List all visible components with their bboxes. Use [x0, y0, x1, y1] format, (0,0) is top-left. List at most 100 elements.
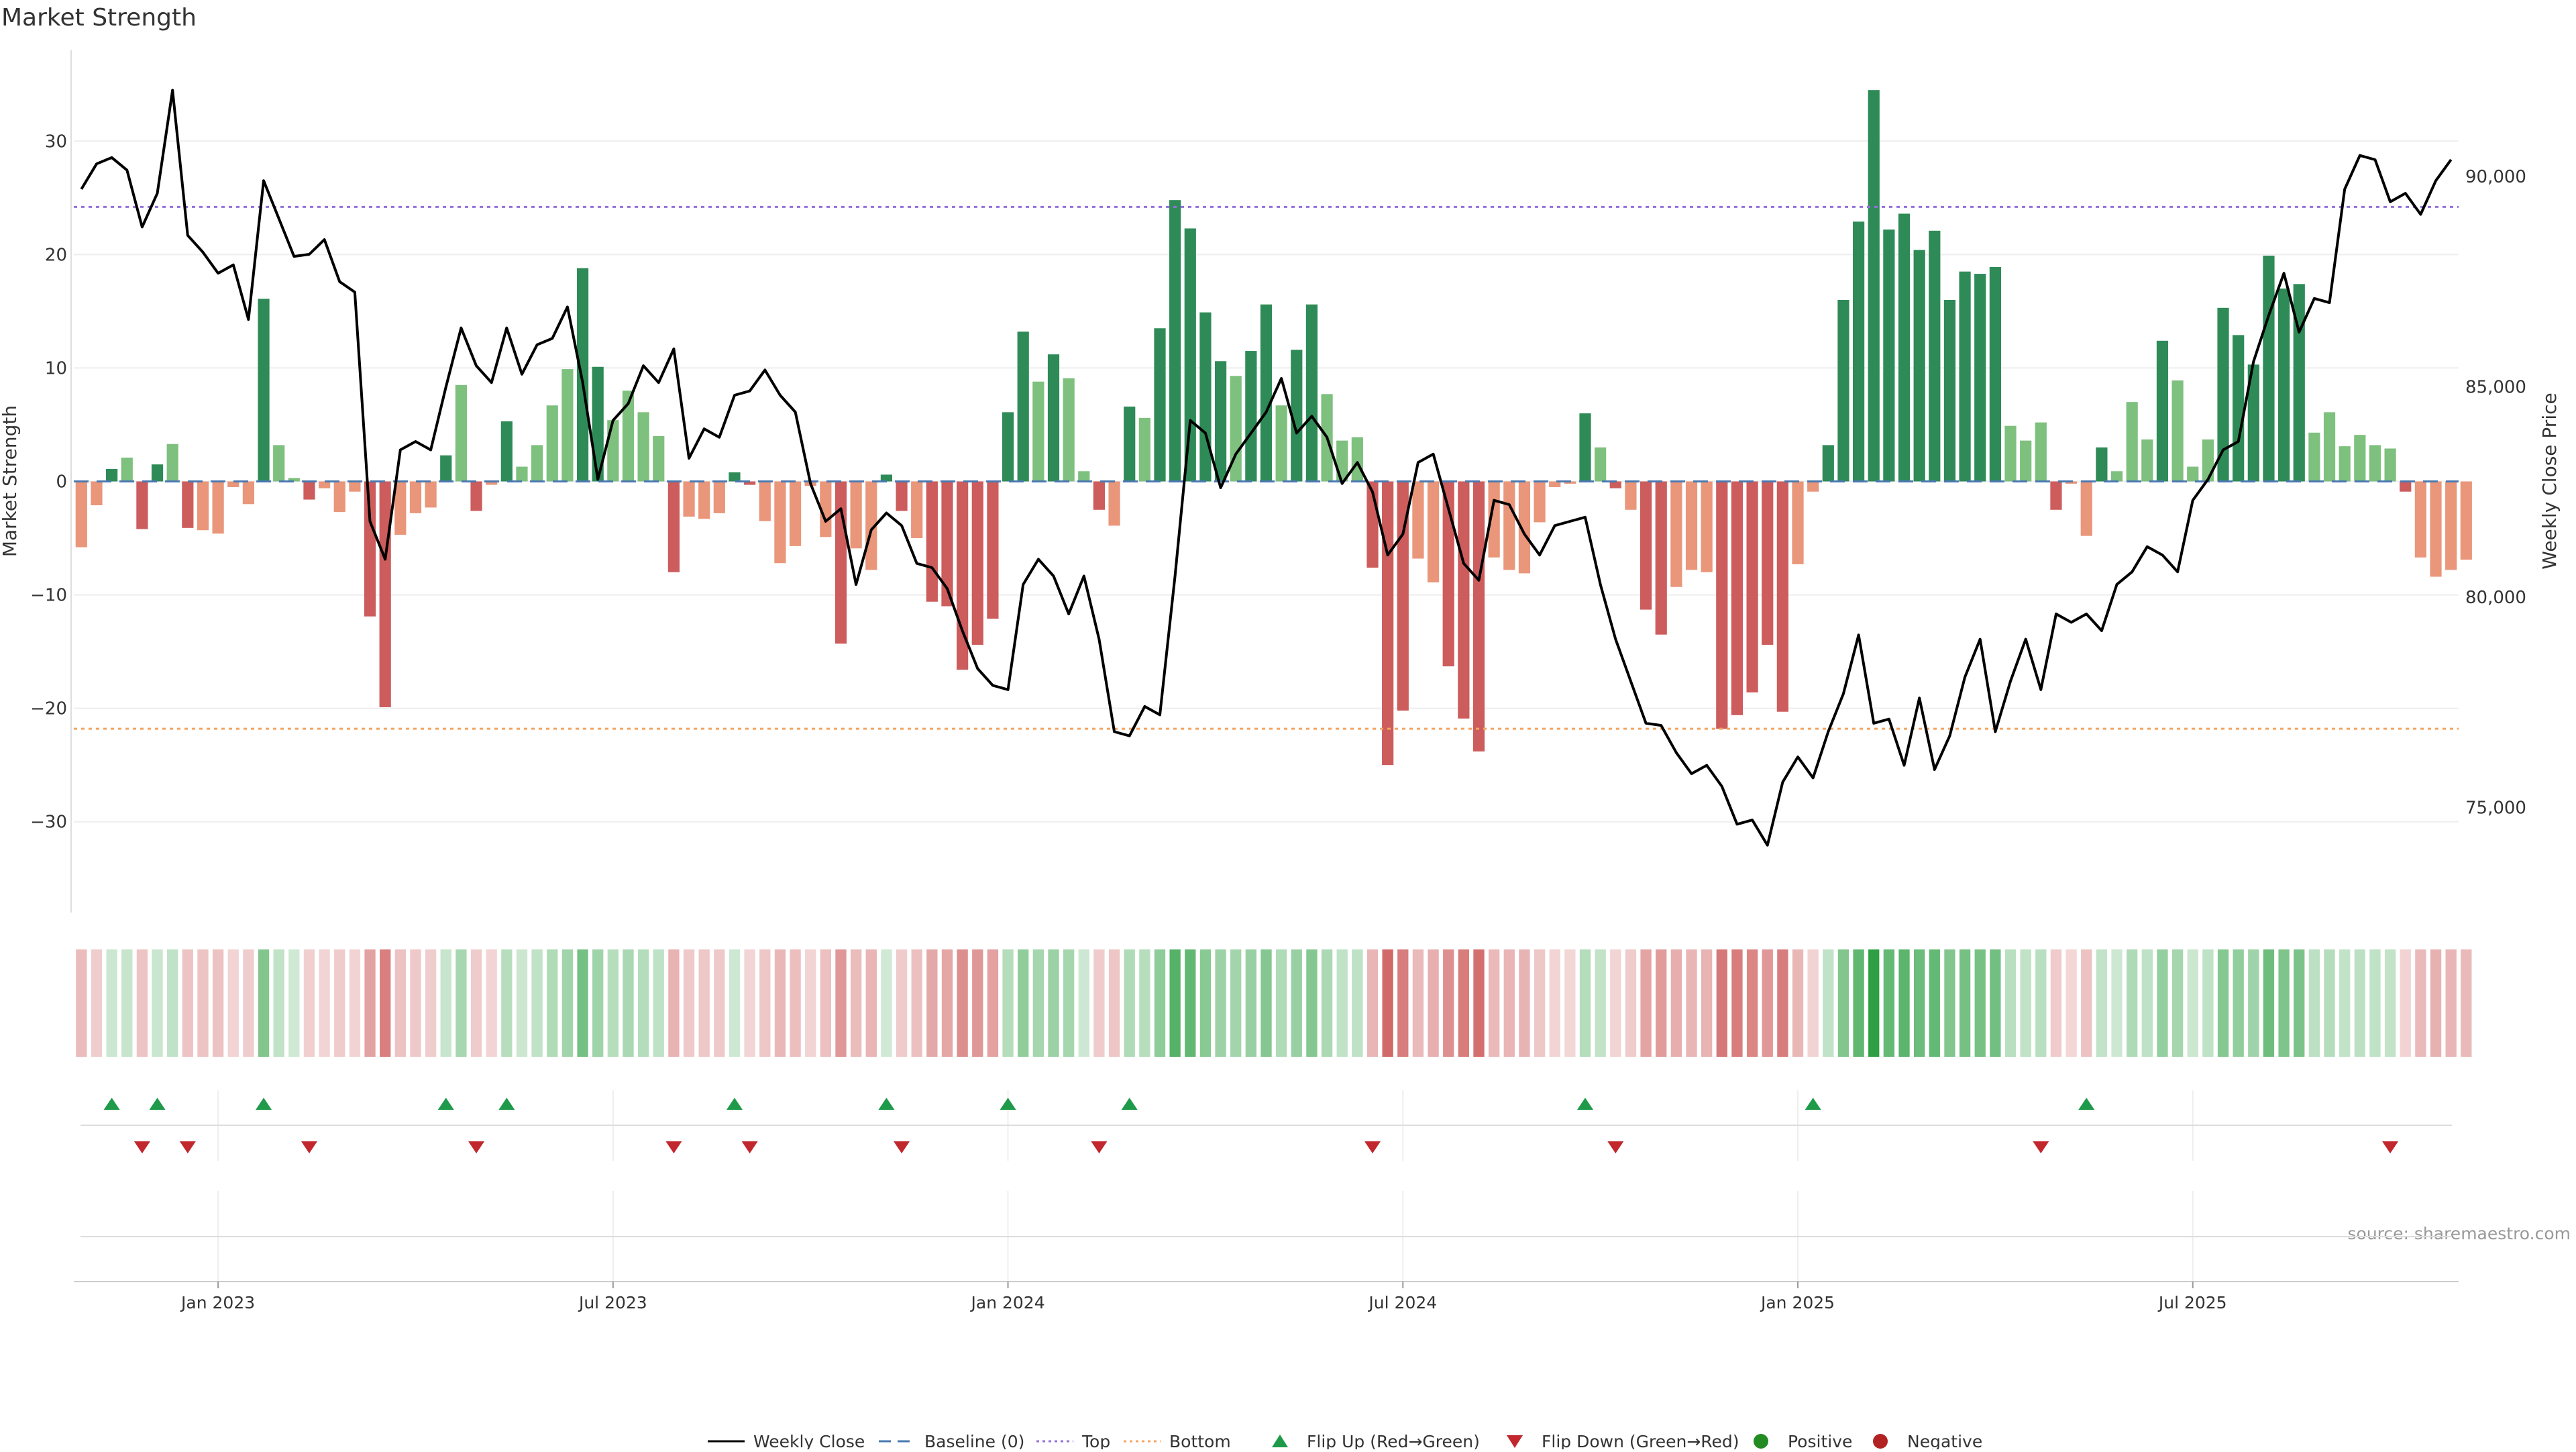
heat-cell	[1974, 949, 1986, 1057]
right-axis-label: Weekly Close Price	[2538, 393, 2561, 569]
strength-bar	[1731, 481, 1743, 715]
heat-cell	[1458, 949, 1470, 1057]
left-tick-label: −20	[30, 699, 67, 719]
heat-cell	[607, 949, 619, 1057]
strength-bar	[1245, 351, 1257, 482]
strength-bar	[1625, 481, 1637, 510]
strength-bar	[1807, 481, 1819, 492]
heat-cell	[1428, 949, 1439, 1057]
strength-bar	[1792, 481, 1804, 564]
heat-cell	[1245, 949, 1257, 1057]
strength-bar	[1124, 406, 1136, 482]
x-tick-label: Jul 2025	[2157, 1293, 2227, 1312]
heat-cell	[759, 949, 771, 1057]
heat-cell	[486, 949, 497, 1057]
heat-cell	[1914, 949, 1925, 1057]
strength-bar	[1427, 481, 1440, 582]
strength-bar	[2400, 481, 2412, 492]
strength-bar	[653, 435, 665, 482]
heat-cell	[182, 949, 193, 1057]
heat-cell	[1199, 949, 1212, 1057]
strength-bar	[2233, 335, 2245, 482]
strength-bar	[364, 481, 376, 617]
strength-bar	[1609, 481, 1621, 488]
heat-cell	[1306, 949, 1318, 1057]
legend-marker-flip-down	[1507, 1435, 1523, 1448]
heat-cell	[288, 949, 300, 1057]
strength-bar	[1032, 381, 1044, 482]
heat-cell	[394, 949, 406, 1057]
heat-cell	[2430, 949, 2442, 1057]
flip-up-marker	[103, 1098, 120, 1110]
strength-bar	[409, 481, 422, 513]
strength-bar	[333, 481, 345, 513]
strength-bar	[774, 481, 786, 564]
heat-cell	[334, 949, 345, 1057]
heat-cell	[2065, 949, 2077, 1057]
flip-down-marker	[1091, 1141, 1108, 1153]
heat-cell	[364, 949, 376, 1057]
heat-cell	[561, 949, 574, 1057]
strength-bar	[850, 481, 862, 549]
strength-bar	[1154, 328, 1166, 482]
heat-cell	[91, 949, 103, 1057]
heat-cell	[2171, 949, 2184, 1057]
heat-cell	[501, 949, 513, 1057]
strength-bar	[2187, 466, 2199, 482]
strength-bar	[455, 384, 468, 482]
strength-bar	[1078, 471, 1090, 482]
heat-cell	[1534, 949, 1546, 1057]
strength-bar	[1595, 447, 1607, 482]
heat-cell	[577, 949, 588, 1057]
heat-cell	[1154, 949, 1166, 1057]
heat-cell	[850, 949, 862, 1057]
strength-bar	[258, 299, 270, 482]
flip-up-marker	[437, 1098, 454, 1110]
heat-cell	[470, 949, 482, 1057]
heat-cell	[1640, 949, 1652, 1057]
strength-bar	[1959, 271, 1971, 482]
strength-bar	[379, 481, 391, 707]
heat-cell	[623, 949, 634, 1057]
strength-bar	[2430, 481, 2442, 577]
strength-bar	[182, 481, 194, 528]
legend-marker-positive	[1754, 1434, 1768, 1449]
heat-cell	[637, 949, 649, 1057]
strength-bar	[470, 481, 482, 511]
heat-cell	[425, 949, 437, 1057]
heat-cell	[273, 949, 284, 1057]
x-tick-label: Jul 2024	[1367, 1293, 1437, 1312]
strength-bar	[212, 481, 224, 534]
strength-bar	[486, 481, 498, 485]
right-tick-label: 90,000	[2465, 167, 2526, 187]
legend-label: Flip Up (Red→Green)	[1307, 1432, 1480, 1449]
heat-cell	[243, 949, 254, 1057]
strength-bar	[865, 481, 877, 570]
left-tick-label: 30	[45, 132, 67, 152]
heat-cell	[547, 949, 558, 1057]
heat-cell	[440, 949, 451, 1057]
strength-bar	[698, 481, 710, 519]
strength-bar	[880, 474, 893, 482]
heat-cell	[2308, 949, 2320, 1057]
heat-cell	[2141, 949, 2153, 1057]
heat-cell	[212, 949, 224, 1057]
heat-cell	[1898, 949, 1910, 1057]
heat-cell	[1944, 949, 1955, 1057]
heat-cell	[683, 949, 695, 1057]
strength-bar	[1852, 221, 1865, 482]
heat-cell	[1352, 949, 1363, 1057]
flip-up-marker	[149, 1098, 166, 1110]
strength-bar	[744, 481, 756, 485]
legend-marker-flip-up	[1272, 1435, 1288, 1447]
legend-label: Flip Down (Green→Red)	[1542, 1432, 1739, 1449]
heat-cell	[805, 949, 816, 1057]
heat-cell	[2096, 949, 2108, 1057]
heat-cell	[106, 949, 117, 1057]
heat-cell	[698, 949, 710, 1057]
heat-cell	[1853, 949, 1864, 1057]
strength-bar	[1260, 304, 1273, 482]
strength-bar	[1275, 405, 1287, 482]
